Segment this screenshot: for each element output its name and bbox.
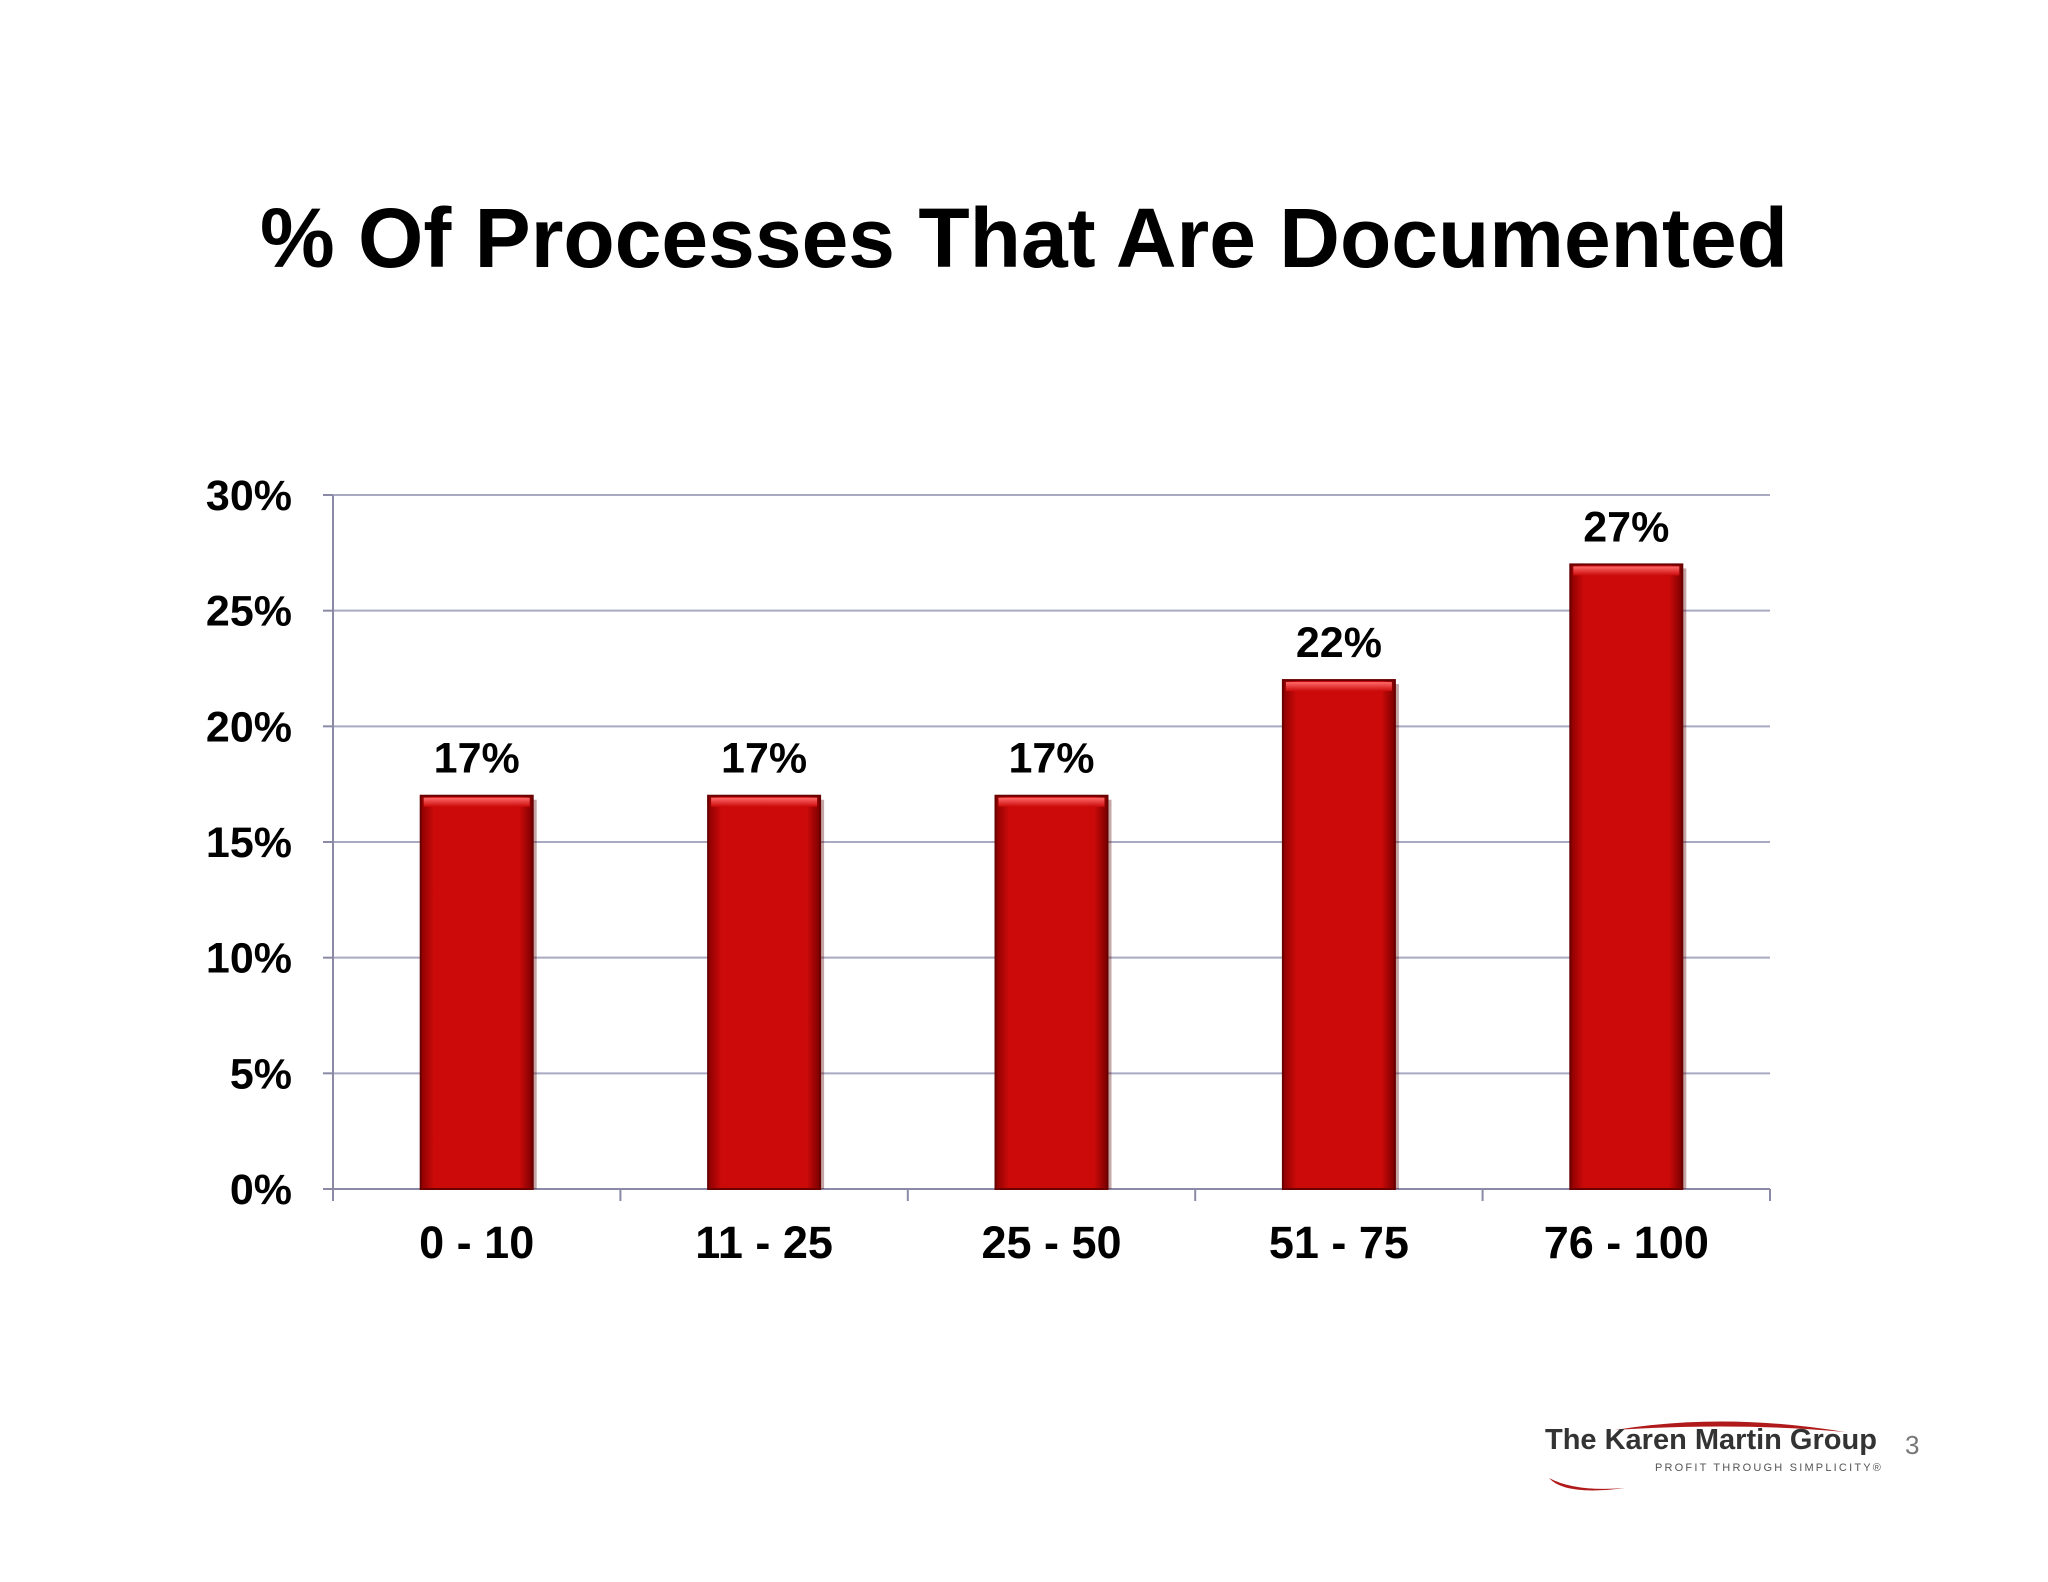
x-category-label: 0 - 10: [419, 1217, 534, 1268]
x-category-label: 76 - 100: [1544, 1217, 1709, 1268]
y-tick-label: 20%: [206, 703, 292, 751]
x-category-label: 51 - 75: [1269, 1217, 1409, 1268]
bar-highlight: [998, 797, 1105, 807]
page-number: 3: [1905, 1430, 1920, 1460]
logo-name: The Karen Martin Group: [1545, 1424, 1877, 1456]
bar: [1569, 563, 1684, 1190]
bar-highlight: [423, 797, 530, 807]
bars: [419, 563, 1687, 1190]
x-category-label: 25 - 50: [981, 1217, 1121, 1268]
y-tick-label: 10%: [206, 935, 292, 983]
y-tick-label: 5%: [230, 1050, 292, 1098]
logo-swoosh-icon: [1549, 1421, 1845, 1491]
y-tick-label: 30%: [206, 472, 292, 520]
bar: [419, 794, 534, 1190]
data-label: 17%: [721, 735, 807, 783]
labels: 0% 5% 10% 15% 20% 25% 30% 17% 0 - 10 17% 11 - 25 17…: [206, 472, 1709, 1268]
data-label: 17%: [1008, 735, 1094, 783]
x-category-label: 11 - 25: [695, 1217, 833, 1268]
company-logo: The Karen Martin Group PROFIT THROUGH SI…: [1545, 1418, 1915, 1498]
data-label: 27%: [1583, 503, 1669, 551]
bar-highlight: [711, 797, 818, 807]
y-tick-label: 0%: [230, 1166, 292, 1214]
data-label: 17%: [434, 735, 520, 783]
chart-title: % Of Processes That Are Documented: [260, 191, 1788, 285]
bar: [1281, 679, 1396, 1190]
y-tick-label: 15%: [206, 819, 292, 867]
bar-highlight: [1573, 566, 1680, 576]
bar-highlight: [1285, 682, 1392, 692]
y-tick-label: 25%: [206, 588, 292, 636]
data-label: 22%: [1296, 619, 1382, 667]
logo-tagline: PROFIT THROUGH SIMPLICITY®: [1655, 1462, 1884, 1474]
bar: [994, 794, 1109, 1190]
bar: [707, 794, 822, 1190]
